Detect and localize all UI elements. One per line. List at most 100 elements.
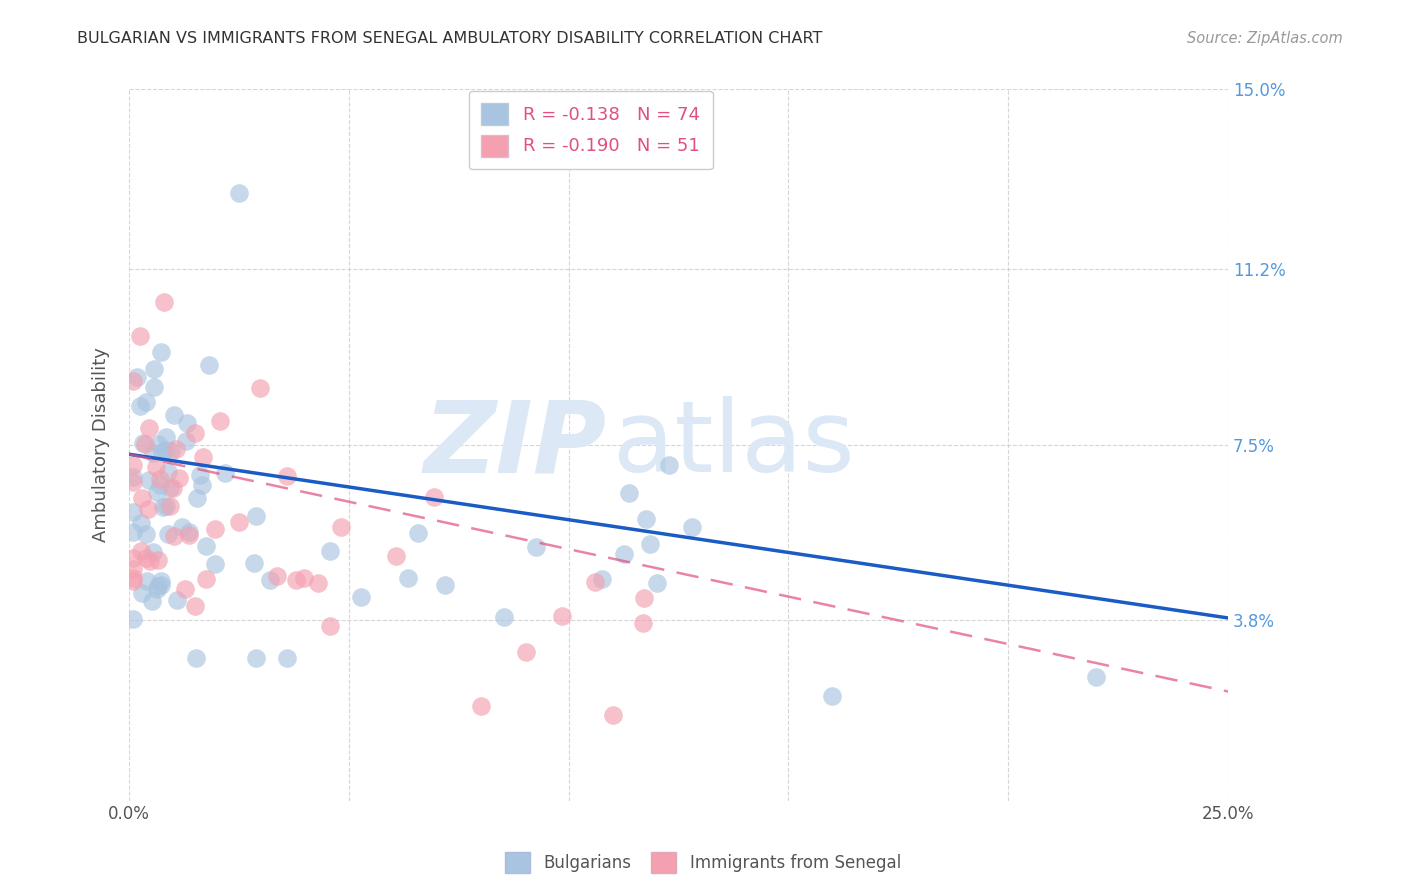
Point — [408, 526, 430, 541]
Point — [163, 408, 186, 422]
Point — [176, 416, 198, 430]
Point — [276, 468, 298, 483]
Point — [136, 574, 159, 588]
Point — [1085, 670, 1108, 684]
Text: ZIP: ZIP — [425, 396, 607, 493]
Point — [128, 399, 150, 413]
Point — [157, 465, 180, 479]
Point — [122, 469, 145, 483]
Point — [159, 481, 181, 495]
Point — [146, 437, 169, 451]
Point — [228, 186, 250, 201]
Point — [633, 616, 655, 631]
Point — [174, 582, 197, 596]
Point — [128, 329, 150, 343]
Point — [209, 414, 232, 428]
Point — [138, 554, 160, 568]
Point — [145, 459, 167, 474]
Point — [157, 526, 180, 541]
Point — [150, 574, 173, 589]
Point — [146, 553, 169, 567]
Point — [162, 481, 184, 495]
Point — [524, 541, 547, 555]
Point — [160, 444, 183, 458]
Point — [135, 550, 157, 565]
Point — [141, 594, 163, 608]
Point — [142, 446, 165, 460]
Point — [617, 485, 640, 500]
Point — [153, 443, 176, 458]
Point — [249, 380, 271, 394]
Point — [186, 491, 208, 505]
Point — [266, 569, 288, 583]
Point — [645, 576, 668, 591]
Point — [214, 467, 236, 481]
Point — [177, 524, 200, 539]
Point — [190, 468, 212, 483]
Point — [179, 528, 201, 542]
Point — [184, 599, 207, 613]
Point — [613, 547, 636, 561]
Point — [148, 579, 170, 593]
Point — [167, 471, 190, 485]
Legend: R = -0.138   N = 74, R = -0.190   N = 51: R = -0.138 N = 74, R = -0.190 N = 51 — [468, 91, 713, 169]
Point — [132, 436, 155, 450]
Point — [591, 572, 613, 586]
Point — [159, 499, 181, 513]
Text: Source: ZipAtlas.com: Source: ZipAtlas.com — [1187, 31, 1343, 46]
Point — [494, 610, 516, 624]
Point — [194, 572, 217, 586]
Point — [583, 574, 606, 589]
Point — [153, 295, 176, 310]
Point — [191, 450, 214, 464]
Point — [284, 573, 307, 587]
Point — [515, 645, 537, 659]
Point — [602, 708, 624, 723]
Point — [122, 612, 145, 626]
Point — [135, 526, 157, 541]
Point — [638, 537, 661, 551]
Point — [122, 550, 145, 565]
Point — [307, 576, 329, 591]
Point — [138, 421, 160, 435]
Point — [292, 571, 315, 585]
Point — [259, 573, 281, 587]
Point — [163, 529, 186, 543]
Legend: Bulgarians, Immigrants from Senegal: Bulgarians, Immigrants from Senegal — [498, 846, 908, 880]
Point — [166, 593, 188, 607]
Point — [122, 505, 145, 519]
Point — [122, 458, 145, 472]
Point — [681, 520, 703, 534]
Point — [129, 516, 152, 530]
Point — [195, 539, 218, 553]
Point — [204, 522, 226, 536]
Point — [131, 491, 153, 505]
Point — [633, 591, 655, 605]
Point — [276, 651, 298, 665]
Point — [122, 524, 145, 539]
Point — [657, 458, 679, 473]
Point — [172, 520, 194, 534]
Point — [350, 590, 373, 604]
Point — [152, 500, 174, 514]
Point — [228, 515, 250, 529]
Point — [136, 502, 159, 516]
Point — [636, 512, 658, 526]
Point — [184, 651, 207, 665]
Point — [149, 578, 172, 592]
Point — [319, 619, 342, 633]
Point — [149, 344, 172, 359]
Point — [155, 430, 177, 444]
Point — [148, 477, 170, 491]
Point — [821, 690, 844, 704]
Point — [384, 549, 406, 564]
Point — [551, 608, 574, 623]
Point — [122, 475, 145, 489]
Point — [396, 571, 419, 585]
Point — [329, 519, 352, 533]
Point — [134, 437, 156, 451]
Point — [143, 362, 166, 376]
Point — [142, 380, 165, 394]
Point — [243, 557, 266, 571]
Point — [245, 651, 267, 665]
